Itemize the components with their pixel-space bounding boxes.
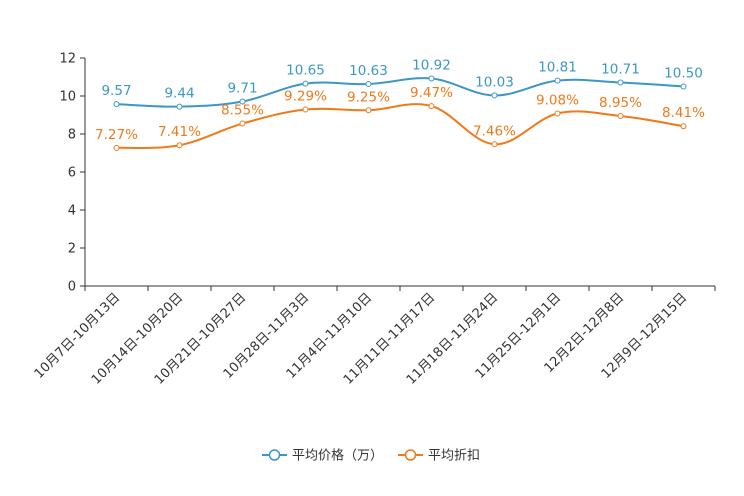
legend-label: 平均价格（万） <box>292 448 383 464</box>
data-point[interactable] <box>113 144 120 151</box>
legend-item-1[interactable]: 平均折扣 <box>398 449 480 464</box>
data-label: 10.81 <box>538 60 577 76</box>
data-point[interactable] <box>176 103 183 110</box>
y-tick-label: 10 <box>59 90 76 105</box>
data-label: 8.55% <box>221 103 264 119</box>
y-tick-label: 8 <box>68 128 76 143</box>
y-axis-ticks: 0 2 4 6 8 10 12 <box>59 52 85 295</box>
data-label: 10.65 <box>286 63 325 79</box>
legend-label: 平均折扣 <box>428 449 480 464</box>
data-point[interactable] <box>554 110 561 117</box>
data-point[interactable] <box>491 92 498 99</box>
data-label: 7.27% <box>95 127 138 143</box>
legend-circle-icon <box>404 449 417 461</box>
data-point[interactable] <box>428 75 435 82</box>
data-label: 9.08% <box>536 92 579 108</box>
data-label: 7.41% <box>158 124 201 140</box>
data-point[interactable] <box>617 112 624 119</box>
legend-circle-icon <box>268 449 281 461</box>
series-line <box>116 77 684 108</box>
legend[interactable]: 平均价格（万） 平均折扣 <box>262 448 480 464</box>
data-point[interactable] <box>239 120 246 127</box>
data-point[interactable] <box>302 106 309 113</box>
x-axis-ticks: 10月7日-10月13日10月14日-10月20日10月21日-10月27日10… <box>32 286 716 388</box>
data-point[interactable] <box>428 103 435 110</box>
data-label: 9.44 <box>164 86 194 102</box>
data-point[interactable] <box>113 101 120 108</box>
data-label: 9.71 <box>227 81 257 97</box>
data-label: 10.63 <box>349 63 388 79</box>
y-tick-label: 0 <box>68 280 76 295</box>
series-group: 9.57 9.44 9.71 10.65 10.63 10.92 10.03 10.81 10.… <box>95 58 705 151</box>
data-point[interactable] <box>617 79 624 86</box>
data-label: 9.47% <box>410 85 453 101</box>
data-label: 9.25% <box>347 89 390 105</box>
data-point[interactable] <box>680 83 687 90</box>
series-line <box>116 103 684 149</box>
data-point[interactable] <box>365 107 372 114</box>
data-label: 10.92 <box>412 58 451 74</box>
data-label: 9.29% <box>284 88 327 104</box>
data-label: 8.41% <box>662 105 705 121</box>
legend-item-0[interactable]: 平均价格（万） <box>262 448 383 464</box>
series-0: 9.57 9.44 9.71 10.65 10.63 10.92 10.03 10.81 10.… <box>101 58 703 110</box>
y-tick-label: 2 <box>68 242 76 257</box>
data-label: 8.95% <box>599 95 642 111</box>
y-tick-label: 4 <box>68 204 76 219</box>
data-point[interactable] <box>302 80 309 87</box>
data-label: 10.03 <box>475 74 514 90</box>
data-point[interactable] <box>491 141 498 148</box>
data-point[interactable] <box>176 142 183 149</box>
data-point[interactable] <box>239 98 246 105</box>
series-1: 7.27% 7.41% 8.55% 9.29% 9.25% 9.47% 7.46% 9.08%… <box>95 85 705 151</box>
data-point[interactable] <box>680 123 687 130</box>
data-point[interactable] <box>554 77 561 84</box>
data-label: 10.71 <box>601 62 640 78</box>
data-label: 7.46% <box>473 123 516 139</box>
y-tick-label: 12 <box>59 52 76 67</box>
y-tick-label: 6 <box>68 166 76 181</box>
data-point[interactable] <box>365 81 372 88</box>
data-label: 9.57 <box>101 83 131 99</box>
data-label: 10.50 <box>664 66 703 82</box>
